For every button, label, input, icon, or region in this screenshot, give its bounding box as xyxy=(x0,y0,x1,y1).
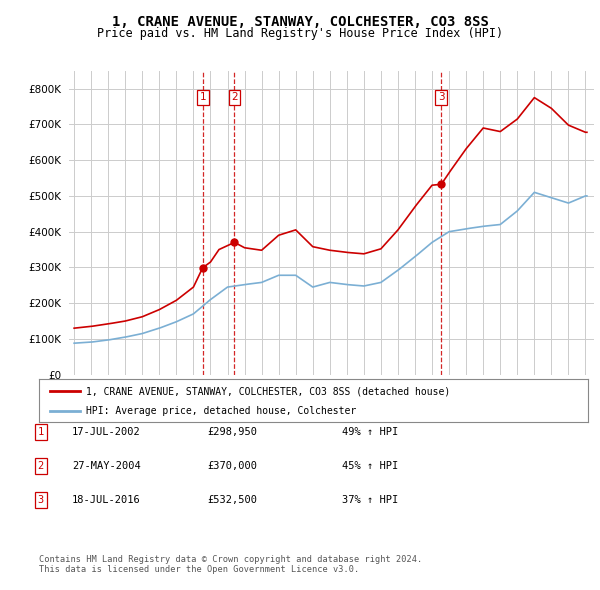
Text: 37% ↑ HPI: 37% ↑ HPI xyxy=(342,496,398,505)
Text: 3: 3 xyxy=(438,92,445,102)
Text: 49% ↑ HPI: 49% ↑ HPI xyxy=(342,427,398,437)
Text: 1: 1 xyxy=(199,92,206,102)
Text: £298,950: £298,950 xyxy=(207,427,257,437)
Text: 1: 1 xyxy=(38,427,44,437)
Text: £370,000: £370,000 xyxy=(207,461,257,471)
Text: HPI: Average price, detached house, Colchester: HPI: Average price, detached house, Colc… xyxy=(86,407,356,416)
Text: 45% ↑ HPI: 45% ↑ HPI xyxy=(342,461,398,471)
Text: £532,500: £532,500 xyxy=(207,496,257,505)
Text: 17-JUL-2002: 17-JUL-2002 xyxy=(72,427,141,437)
Text: 1, CRANE AVENUE, STANWAY, COLCHESTER, CO3 8SS (detached house): 1, CRANE AVENUE, STANWAY, COLCHESTER, CO… xyxy=(86,386,450,396)
Text: This data is licensed under the Open Government Licence v3.0.: This data is licensed under the Open Gov… xyxy=(39,565,359,574)
Text: Price paid vs. HM Land Registry's House Price Index (HPI): Price paid vs. HM Land Registry's House … xyxy=(97,27,503,40)
Text: Contains HM Land Registry data © Crown copyright and database right 2024.: Contains HM Land Registry data © Crown c… xyxy=(39,555,422,563)
Text: 3: 3 xyxy=(38,496,44,505)
Text: 18-JUL-2016: 18-JUL-2016 xyxy=(72,496,141,505)
Text: 1, CRANE AVENUE, STANWAY, COLCHESTER, CO3 8SS: 1, CRANE AVENUE, STANWAY, COLCHESTER, CO… xyxy=(112,15,488,29)
Text: 2: 2 xyxy=(231,92,238,102)
Text: 2: 2 xyxy=(38,461,44,471)
Text: 27-MAY-2004: 27-MAY-2004 xyxy=(72,461,141,471)
